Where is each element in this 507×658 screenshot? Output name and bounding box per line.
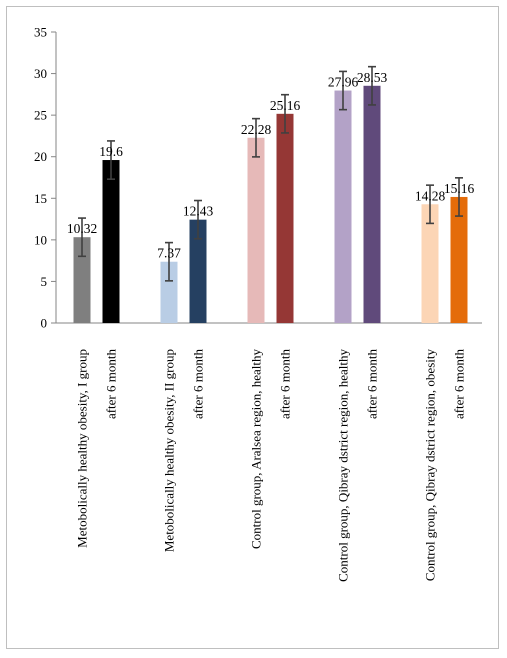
bar <box>102 160 120 323</box>
data-label: 15.16 <box>444 181 475 196</box>
category-label: Control group, Qibray dstrict region, he… <box>336 349 351 582</box>
chart-frame: 0 5 10 15 20 25 30 35 10.32 Metobolically healthy… <box>6 6 499 649</box>
y-tick-label: 20 <box>34 149 47 164</box>
data-label: 27.96 <box>328 75 359 90</box>
data-label: 12.43 <box>183 204 214 219</box>
category-label: Metobolically healthy obesity, I group <box>75 349 90 548</box>
data-label: 19.6 <box>99 144 123 159</box>
bar-chart: 0 5 10 15 20 25 30 35 10.32 Metobolically healthy… <box>34 25 482 582</box>
y-tick-label: 30 <box>34 66 47 81</box>
data-label: 10.32 <box>67 221 97 236</box>
y-tick-label: 0 <box>41 316 48 331</box>
category-label: Control group, Qibray dstrict region, ob… <box>423 349 438 582</box>
category-label: Metobolically healthy obesity, II group <box>162 349 177 552</box>
y-tick-label: 10 <box>34 232 47 247</box>
bar <box>189 219 207 323</box>
bar <box>334 90 352 324</box>
bar <box>276 113 294 324</box>
y-tick-label: 5 <box>41 274 48 289</box>
bar <box>421 204 439 323</box>
y-tick-label: 15 <box>34 191 47 206</box>
category-label: after 6 month <box>191 349 206 420</box>
data-label: 28.53 <box>357 70 388 85</box>
category-label: after 6 month <box>452 349 467 420</box>
data-label: 22.28 <box>241 122 272 137</box>
data-label: 25.16 <box>270 98 301 113</box>
bar <box>450 196 468 323</box>
data-label: 14.28 <box>415 188 446 203</box>
data-label: 7.37 <box>157 246 181 261</box>
bar <box>247 137 265 323</box>
category-label: Control group, Aralsea region, healthy <box>249 349 264 550</box>
y-tick-label: 35 <box>34 25 47 40</box>
bar <box>73 237 91 323</box>
category-label: after 6 month <box>365 349 380 420</box>
category-label: after 6 month <box>278 349 293 420</box>
category-label: after 6 month <box>104 349 119 420</box>
y-tick-label: 25 <box>34 108 47 123</box>
bar <box>160 261 178 323</box>
bar <box>363 85 381 323</box>
